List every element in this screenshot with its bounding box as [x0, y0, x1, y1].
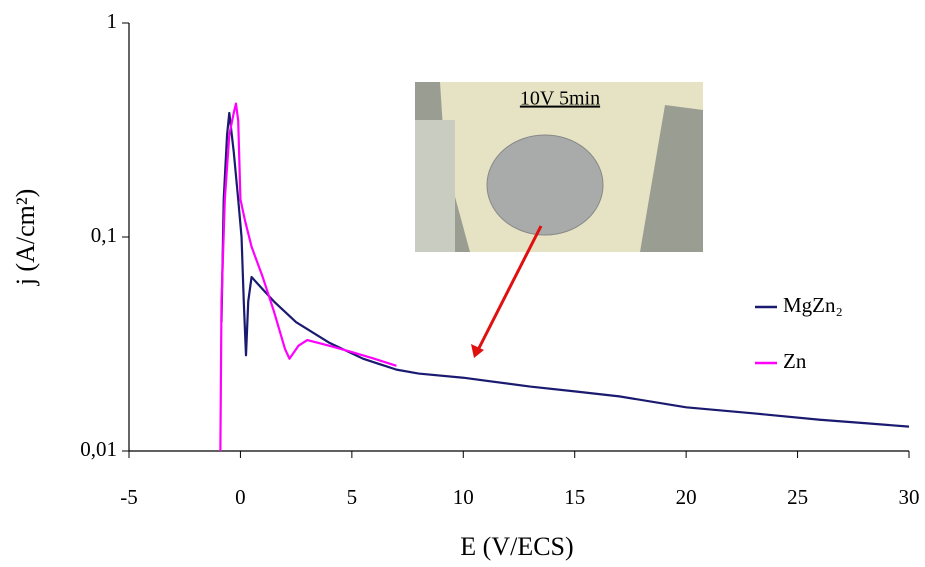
legend-label: MgZn₂ [783, 293, 843, 317]
y-tick-label: 1 [107, 9, 118, 33]
photo-edge [415, 120, 455, 252]
x-tick-label: 5 [347, 485, 358, 509]
annotation-arrow [476, 225, 543, 351]
series-line [220, 111, 910, 428]
legend-label: Zn [783, 349, 807, 373]
x-tick-label: 15 [564, 485, 585, 509]
annotation: 10V 5min [520, 88, 600, 110]
y-axis-title: j (A/cm²) [11, 189, 40, 287]
x-tick-label: 20 [676, 485, 697, 509]
x-tick-label: -5 [120, 485, 138, 509]
x-tick-label: 30 [899, 485, 920, 509]
y-tick-label: 0,1 [91, 223, 117, 247]
series-line [219, 102, 397, 452]
x-tick-label: 25 [787, 485, 808, 509]
photo-disc [486, 134, 604, 236]
y-tick-label: 0,01 [80, 437, 117, 461]
arrow-head [471, 344, 484, 358]
inset-photo [415, 82, 703, 252]
x-tick-label: 10 [453, 485, 474, 509]
x-axis-title: E (V/ECS) [460, 532, 573, 561]
x-tick-label: 0 [235, 485, 246, 509]
